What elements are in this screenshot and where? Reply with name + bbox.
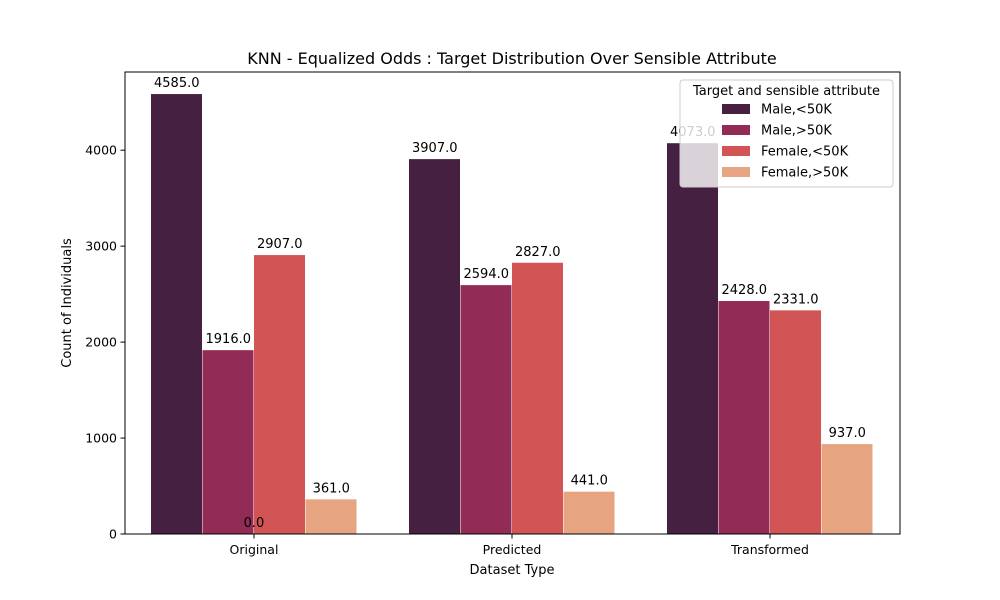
y-tick-label: 4000 [85,143,117,158]
x-axis-ticks: Original Predicted Transformed [230,534,809,557]
value-label: 3907.0 [412,141,458,156]
legend-swatch [722,146,750,156]
y-tick-label: 2000 [85,335,117,350]
value-label: 2331.0 [773,292,819,307]
legend-items: Male,<50K Male,>50K Female,<50K Female,>50K [722,103,849,181]
value-label: 361.0 [313,481,350,496]
bar-male-50k-predicted [409,159,460,534]
value-label: 2827.0 [515,245,561,260]
legend-label: Female,<50K [761,145,849,160]
legend-swatch [722,104,750,114]
bar-female-50k-original [254,255,305,534]
x-tick-label: Original [230,542,279,557]
bar-female-50k-transformed [770,310,821,534]
x-axis-label: Dataset Type [470,563,555,578]
legend-swatch [722,167,750,177]
legend: Target and sensible attribute Male,<50KM… [679,79,894,188]
y-tick-label: 0 [109,527,117,542]
value-label: 1916.0 [206,332,252,347]
y-tick-label: 3000 [85,239,117,254]
legend-title: Target and sensible attribute [692,84,880,99]
zero-value-label: 0.0 [244,516,265,531]
y-axis-label: Count of Individuals [60,238,75,368]
y-tick-label: 1000 [85,431,117,446]
legend-label: Male,<50K [761,103,832,118]
bar-female-50k-predicted [563,491,615,534]
value-label: 937.0 [829,426,866,441]
y-axis-ticks: 0 1000 2000 3000 4000 [85,143,125,542]
legend-label: Male,>50K [761,124,832,139]
value-label: 2907.0 [257,237,303,252]
bar-female-50k-original [305,499,357,534]
bar-male-50k-transformed [718,301,770,534]
bars-layer [151,94,873,534]
bar-male-50k-transformed [667,143,718,534]
legend-label: Female,>50K [761,166,849,181]
value-label: 2428.0 [722,283,768,298]
value-label: 441.0 [571,474,608,489]
chart-title: KNN - Equalized Odds : Target Distributi… [247,49,776,68]
bar-male-50k-predicted [460,285,512,534]
x-tick-label: Predicted [483,542,542,557]
value-label: 4585.0 [154,76,200,91]
legend-swatch [722,125,750,135]
value-label: 2594.0 [464,267,510,282]
bar-male-50k-original [151,94,202,534]
bar-female-50k-transformed [821,444,873,534]
x-tick-label: Transformed [730,542,809,557]
bar-female-50k-predicted [512,262,563,534]
bar-male-50k-original [202,350,254,534]
